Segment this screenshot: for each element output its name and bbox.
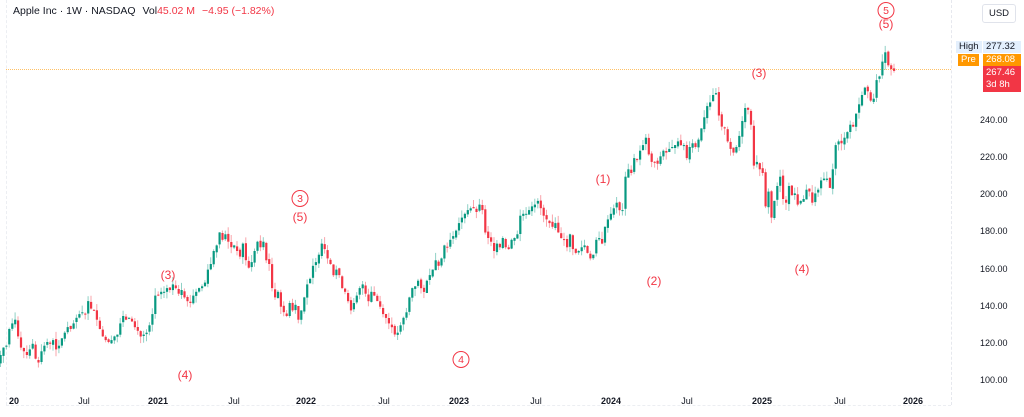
chart-bottom-border [6, 405, 951, 406]
symbol-name[interactable]: Apple Inc [13, 5, 57, 17]
price-tick: 120.00 [980, 337, 1008, 348]
candlestick-series [0, 45, 896, 368]
chart-legend-header: Apple Inc · 1W · NASDAQ Vol45.02 M −4.95… [13, 5, 274, 17]
exchange: NASDAQ [91, 5, 136, 17]
last-price-tag: 267.46 3d 8h [983, 66, 1021, 92]
price-tick: 100.00 [980, 374, 1008, 385]
time-tick: 2026 [902, 396, 924, 406]
price-tick: 160.00 [980, 263, 1008, 274]
volume-value: 45.02 M [157, 5, 196, 17]
wave-label[interactable]: (3) [751, 66, 767, 80]
time-tick: Jul [378, 396, 390, 406]
wave-label[interactable]: (4) [794, 262, 810, 276]
pre-market-label: Pre [958, 54, 979, 66]
wave-label[interactable]: (1) [595, 172, 611, 186]
currency-selector[interactable]: USD [982, 4, 1016, 23]
wave-label-circled[interactable]: 4 [452, 351, 470, 368]
price-tick: 240.00 [980, 115, 1008, 125]
pre-market-value: 268.08 [983, 54, 1021, 66]
price-tick: 220.00 [980, 152, 1008, 163]
wave-label[interactable]: (4) [177, 368, 193, 382]
interval[interactable]: 1W [66, 5, 82, 17]
time-tick: 2024 [600, 396, 622, 406]
time-tick: 2025 [751, 396, 773, 406]
pre-market-price-line [6, 69, 951, 70]
wave-label[interactable]: (2) [646, 274, 662, 288]
time-tick: 20 [8, 396, 20, 406]
volume-label: Vol [142, 5, 158, 17]
time-tick: Jul [530, 396, 542, 406]
time-tick: Jul [78, 396, 90, 406]
high-value: 277.32 [983, 41, 1021, 53]
price-change: −4.95 (−1.82%) [201, 5, 275, 17]
time-tick: 2021 [147, 396, 169, 406]
separator: · [84, 5, 92, 17]
price-tick: 200.00 [980, 189, 1008, 200]
price-tick: 180.00 [980, 226, 1008, 237]
wave-label[interactable]: (5) [292, 210, 308, 224]
last-price-value: 267.46 [986, 67, 1016, 78]
time-tick: Jul [228, 396, 240, 406]
wave-label-circled[interactable]: 3 [291, 190, 309, 207]
price-tick: 140.00 [980, 300, 1008, 311]
wave-label-circled[interactable]: 5 [877, 2, 895, 19]
separator: · [59, 5, 67, 17]
price-axis-divider [951, 0, 952, 405]
time-tick: Jul [681, 396, 693, 406]
time-tick: 2022 [295, 396, 317, 406]
time-tick: Jul [834, 396, 846, 406]
wave-label[interactable]: (3) [160, 268, 176, 282]
high-label: High [956, 41, 982, 53]
time-tick: 2023 [448, 396, 470, 406]
wave-label[interactable]: (5) [878, 17, 894, 31]
bar-countdown: 3d 8h [986, 79, 1010, 90]
chart-left-border [6, 0, 7, 405]
